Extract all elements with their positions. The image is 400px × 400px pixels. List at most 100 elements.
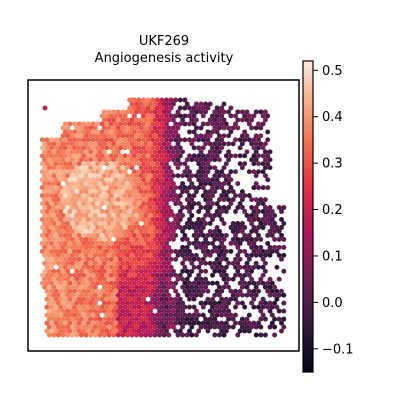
spot — [193, 133, 199, 139]
spot — [256, 232, 261, 238]
spot — [164, 113, 169, 119]
spot — [198, 260, 204, 266]
spot — [198, 125, 204, 131]
spot — [239, 189, 245, 195]
spot — [106, 292, 112, 298]
spot — [239, 228, 245, 234]
spot — [122, 129, 128, 135]
spot — [106, 268, 112, 274]
spot — [221, 125, 227, 131]
spot — [272, 316, 278, 322]
spot — [244, 149, 250, 155]
spot — [175, 133, 181, 139]
spot — [191, 145, 197, 151]
spot — [205, 153, 211, 159]
spot — [81, 217, 87, 222]
spot — [136, 145, 142, 151]
spot — [267, 284, 273, 290]
spot — [120, 181, 126, 187]
spot — [150, 280, 156, 286]
spot — [111, 197, 117, 203]
spot — [166, 133, 172, 139]
spot — [182, 121, 188, 127]
spot — [97, 149, 103, 155]
spot — [242, 209, 248, 214]
spot — [170, 316, 176, 322]
spot — [120, 292, 126, 298]
spot — [159, 232, 165, 238]
spot — [72, 217, 77, 222]
spot — [180, 205, 186, 210]
spot — [111, 316, 117, 322]
spot — [88, 181, 94, 187]
spot — [226, 324, 232, 330]
spot — [42, 252, 48, 258]
spot — [92, 125, 98, 131]
spot — [145, 97, 151, 103]
spot — [90, 312, 96, 318]
spot — [161, 260, 167, 266]
spot — [150, 153, 156, 159]
spot — [90, 201, 96, 207]
spot — [60, 324, 66, 330]
spot — [129, 149, 135, 155]
spot — [83, 276, 89, 282]
spot — [145, 240, 151, 246]
spot — [184, 189, 190, 195]
spot — [97, 252, 103, 258]
spot — [51, 324, 57, 330]
spot — [161, 284, 167, 290]
spot — [115, 181, 121, 187]
spot — [141, 320, 146, 326]
spot — [88, 133, 94, 139]
spot — [189, 141, 195, 147]
spot — [173, 256, 179, 262]
spot — [101, 260, 107, 266]
spot — [60, 228, 66, 234]
spot — [81, 145, 87, 151]
spot — [161, 324, 167, 330]
spot — [258, 109, 264, 115]
spot — [157, 189, 163, 195]
spot — [262, 284, 268, 290]
spot — [76, 153, 82, 159]
spot — [189, 316, 195, 322]
spot — [193, 316, 199, 322]
spot — [62, 129, 68, 135]
spot — [187, 248, 192, 254]
spot — [235, 244, 241, 250]
spot — [147, 284, 153, 290]
spot — [159, 113, 165, 119]
spot — [46, 197, 52, 203]
spot-layer — [39, 97, 287, 338]
spot — [97, 292, 103, 298]
spot — [191, 256, 197, 262]
spot — [99, 296, 105, 302]
spot — [60, 308, 66, 314]
spot — [173, 304, 179, 310]
spot — [76, 193, 82, 199]
spot — [74, 276, 80, 282]
spot — [118, 209, 123, 214]
spot — [106, 117, 112, 123]
spot — [182, 288, 188, 294]
spot — [143, 244, 149, 250]
spot — [67, 169, 73, 175]
spot — [177, 248, 183, 254]
spot — [134, 268, 140, 274]
spot — [72, 225, 77, 230]
spot — [187, 137, 192, 143]
spot — [67, 121, 73, 127]
spot — [53, 320, 59, 326]
spot — [124, 125, 130, 131]
spot — [164, 264, 169, 270]
spot — [120, 284, 126, 290]
spot — [115, 117, 121, 123]
spot — [101, 117, 107, 123]
spot — [253, 284, 259, 290]
spot — [235, 205, 241, 210]
spot — [219, 185, 225, 191]
spot — [143, 101, 149, 107]
colorbar-tick-label: 0.3 — [322, 157, 343, 172]
spot — [233, 153, 238, 159]
